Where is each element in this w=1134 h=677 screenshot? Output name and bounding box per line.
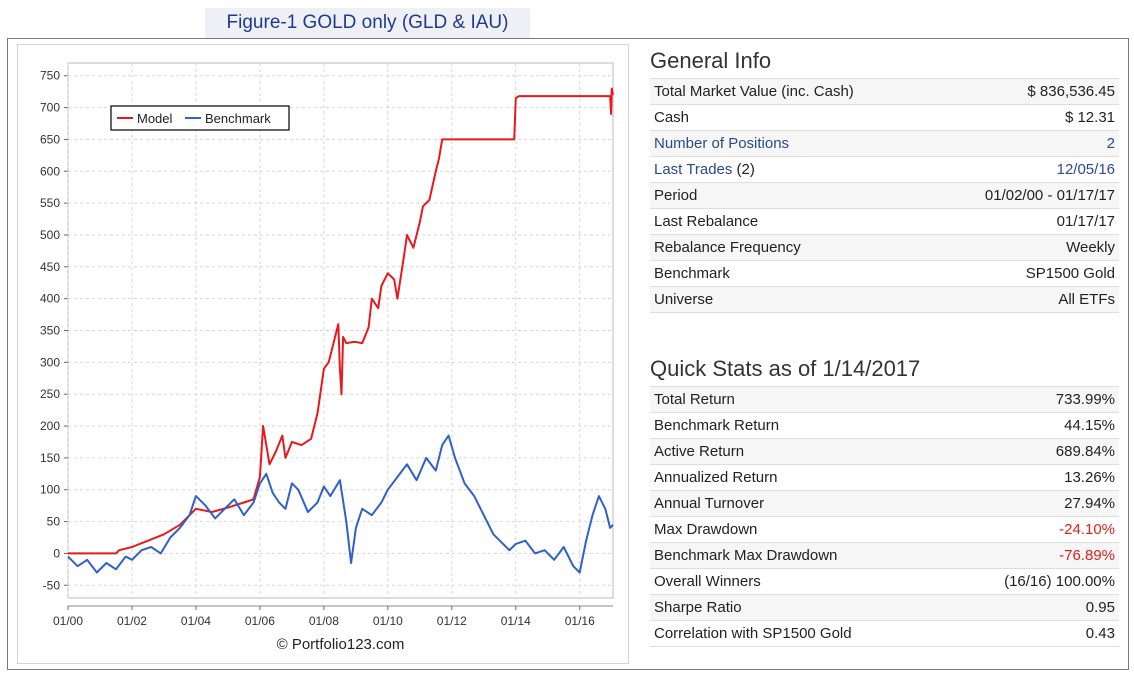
table-row: Benchmark SP1500 Gold: [650, 260, 1119, 287]
x-tick-label: 01/00: [53, 614, 83, 628]
row-value: 0.95: [947, 594, 1119, 621]
row-value: $ 836,536.45: [931, 78, 1119, 105]
x-tick-label: 01/08: [309, 614, 339, 628]
row-label: Max Drawdown: [650, 516, 948, 543]
row-value: Weekly: [931, 234, 1119, 261]
series-line-benchmark: [67, 434, 614, 574]
row-value: (16/16) 100.00%: [947, 568, 1119, 595]
y-tick-label: 400: [40, 292, 60, 306]
row-value: SP1500 Gold: [931, 260, 1119, 287]
y-tick-label: 300: [40, 355, 60, 369]
row-value: -24.10%: [947, 516, 1119, 543]
row-value: 27.94%: [947, 490, 1119, 517]
general-info-title: General Info: [650, 48, 772, 73]
table-row: Total Return 733.99%: [650, 386, 1119, 413]
performance-chart-panel: -50 0 50 100 150 200 250 300 350 400 450 500 550 600 6…: [17, 44, 629, 664]
quick-stats-title: Quick Stats as of 1/14/2017: [650, 356, 921, 381]
row-value: $ 12.31: [931, 104, 1119, 131]
row-value: 733.99%: [947, 386, 1119, 413]
x-tick-label: 01/04: [181, 614, 211, 628]
figure-title: Figure-1 GOLD only (GLD & IAU): [205, 8, 530, 38]
general-info-table: Total Market Value (inc. Cash) $ 836,536…: [650, 78, 1119, 313]
positions-count-link[interactable]: 2: [1106, 135, 1115, 152]
table-row: Number of Positions 2: [650, 130, 1119, 157]
y-tick-label: 700: [40, 101, 60, 115]
y-tick-label: 0: [53, 546, 60, 560]
row-value: 0.43: [947, 620, 1119, 647]
y-tick-label: 200: [40, 419, 60, 433]
y-tick-label: 650: [40, 132, 60, 146]
row-label: Period: [650, 182, 932, 209]
last-trades-date-link[interactable]: 12/05/16: [1056, 161, 1115, 178]
x-tick-label: 01/02: [117, 614, 147, 628]
row-label: Rebalance Frequency: [650, 234, 932, 261]
x-tick-label: 01/16: [565, 614, 595, 628]
quick-stats-section: Quick Stats as of 1/14/2017 Total Return…: [650, 352, 1120, 647]
x-tick-label: 01/10: [373, 614, 403, 628]
row-value: All ETFs: [931, 286, 1119, 313]
row-label: Annual Turnover: [650, 490, 948, 517]
row-value: 01/02/00 - 01/17/17: [931, 182, 1119, 209]
y-tick-label: 500: [40, 228, 60, 242]
table-row: Period 01/02/00 - 01/17/17: [650, 182, 1119, 209]
row-value: 01/17/17: [931, 208, 1119, 235]
table-row: Annual Turnover 27.94%: [650, 490, 1119, 517]
last-trades-link[interactable]: Last Trades: [654, 161, 733, 178]
last-trades-count: (2): [732, 161, 755, 178]
x-tick-label: 01/06: [245, 614, 275, 628]
row-value: 44.15%: [947, 412, 1119, 439]
series-line-model: [68, 87, 614, 555]
y-tick-label: 350: [40, 324, 60, 338]
report-frame: [7, 38, 1129, 670]
y-tick-label: 750: [40, 69, 60, 83]
y-tick-label: 550: [40, 196, 60, 210]
row-value: 689.84%: [947, 438, 1119, 465]
table-row: Total Market Value (inc. Cash) $ 836,536…: [650, 78, 1119, 105]
row-label: Overall Winners: [650, 568, 948, 595]
row-label: Benchmark Return: [650, 412, 948, 439]
y-tick-label: -50: [43, 578, 61, 592]
row-label: Benchmark: [650, 260, 932, 287]
y-tick-label: 150: [40, 451, 60, 465]
table-row: Rebalance Frequency Weekly: [650, 234, 1119, 261]
row-label: Benchmark Max Drawdown: [650, 542, 948, 569]
general-info-section: General Info Total Market Value (inc. Ca…: [650, 44, 1120, 313]
table-row: Benchmark Max Drawdown -76.89%: [650, 542, 1119, 569]
table-row: Overall Winners (16/16) 100.00%: [650, 568, 1119, 595]
y-tick-label: 600: [40, 164, 60, 178]
x-tick-label: 01/14: [501, 614, 531, 628]
row-value: 13.26%: [947, 464, 1119, 491]
table-row: Universe All ETFs: [650, 286, 1119, 313]
row-label: Total Market Value (inc. Cash): [650, 78, 932, 105]
table-row: Active Return 689.84%: [650, 438, 1119, 465]
table-row: Last Rebalance 01/17/17: [650, 208, 1119, 235]
chart-credit: © Portfolio123.com: [277, 636, 405, 653]
table-row: Max Drawdown -24.10%: [650, 516, 1119, 543]
legend-label-benchmark: Benchmark: [205, 111, 271, 126]
x-tick-label: 01/12: [437, 614, 467, 628]
row-label: Cash: [650, 104, 932, 131]
quick-stats-table: Total Return 733.99% Benchmark Return 44…: [650, 386, 1119, 647]
row-label: Correlation with SP1500 Gold: [650, 620, 948, 647]
y-tick-label: 50: [47, 515, 61, 529]
table-row: Last Trades (2) 12/05/16: [650, 156, 1119, 183]
row-label: Universe: [650, 286, 932, 313]
row-label: Last Rebalance: [650, 208, 932, 235]
table-row: Annualized Return 13.26%: [650, 464, 1119, 491]
table-row: Cash $ 12.31: [650, 104, 1119, 131]
number-of-positions-link[interactable]: Number of Positions: [654, 135, 790, 152]
table-row: Benchmark Return 44.15%: [650, 412, 1119, 439]
table-row: Sharpe Ratio 0.95: [650, 594, 1119, 621]
y-tick-label: 450: [40, 260, 60, 274]
table-row: Correlation with SP1500 Gold 0.43: [650, 620, 1119, 647]
y-tick-label: 100: [40, 483, 60, 497]
row-label: Sharpe Ratio: [650, 594, 948, 621]
legend-label-model: Model: [137, 111, 173, 126]
y-tick-label: 250: [40, 387, 60, 401]
row-label: Active Return: [650, 438, 948, 465]
row-value: -76.89%: [947, 542, 1119, 569]
row-label: Annualized Return: [650, 464, 948, 491]
performance-chart: -50 0 50 100 150 200 250 300 350 400 450 500 550 600 6…: [40, 62, 614, 653]
row-label: Total Return: [650, 386, 948, 413]
